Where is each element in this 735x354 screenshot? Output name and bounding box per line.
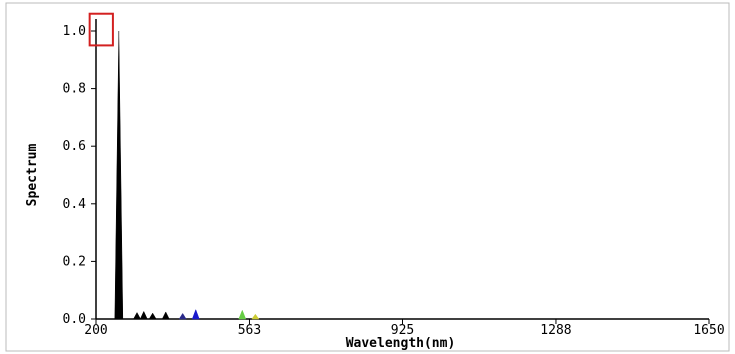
peak-highlight-box — [88, 12, 114, 47]
spectrum-peak — [161, 311, 170, 320]
x-tick-label: 925 — [391, 323, 414, 338]
spectrum-peak — [148, 312, 157, 320]
spectrum-peak — [133, 312, 141, 320]
y-tick-label: 0.2 — [63, 254, 86, 269]
spectrum-peak — [139, 310, 148, 320]
y-tick-label: 0.4 — [63, 197, 87, 212]
y-axis-title: Spectrum — [25, 144, 40, 207]
y-tick-label: 0.6 — [63, 139, 86, 154]
spectrum-peak — [251, 313, 260, 320]
spectrum-peak — [178, 312, 187, 320]
x-tick-label: 1650 — [693, 323, 724, 338]
y-tick-label: 0.0 — [63, 312, 86, 327]
y-tick-label: 0.8 — [63, 82, 86, 97]
y-tick-label: 1.0 — [63, 24, 86, 39]
spectrum-peak — [238, 309, 247, 320]
x-tick-label: 563 — [238, 323, 261, 338]
x-axis-title: Wavelength(nm) — [346, 336, 456, 351]
spectrum-peak — [114, 30, 124, 320]
plot-frame — [5, 2, 730, 352]
x-tick-label: 1288 — [540, 323, 571, 338]
x-tick-label: 200 — [84, 323, 107, 338]
spectrum-peak — [191, 308, 200, 320]
